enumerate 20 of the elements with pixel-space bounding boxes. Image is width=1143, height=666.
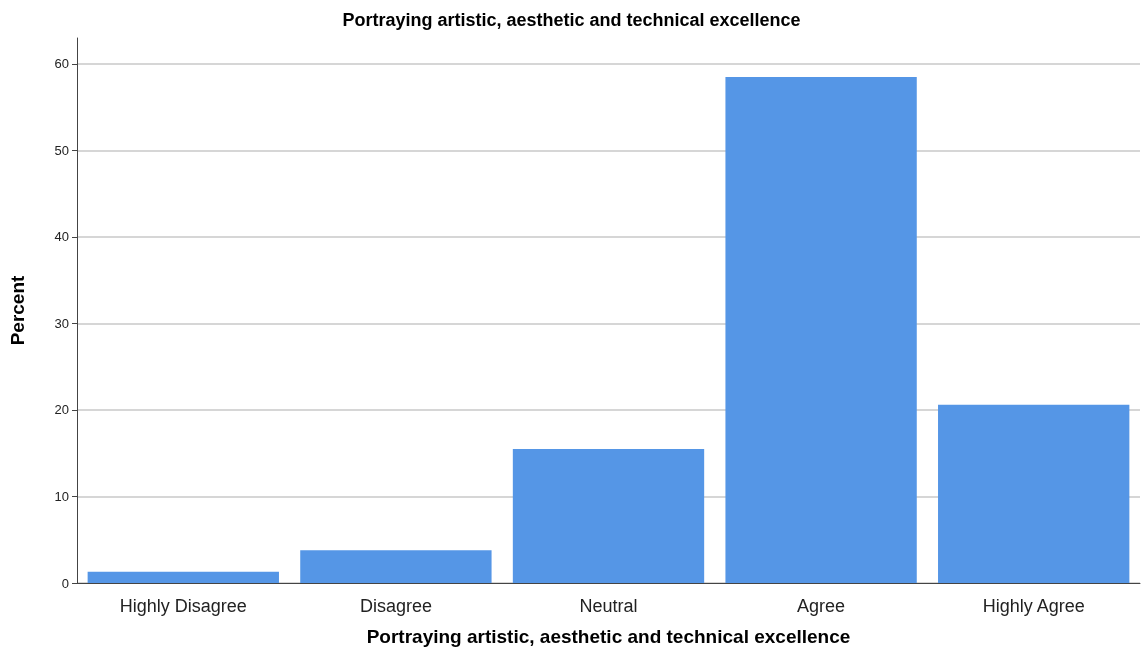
bar	[300, 550, 492, 583]
bar	[725, 76, 917, 583]
bar	[512, 448, 705, 583]
bar	[938, 404, 1130, 583]
y-tick-label: 60	[54, 56, 69, 72]
x-tick-label: Highly Agree	[982, 596, 1085, 616]
y-tick-label: 50	[54, 142, 69, 158]
y-tick-label: 10	[54, 488, 69, 504]
y-axis-title: Percent	[7, 274, 28, 346]
x-axis-title: Portraying artistic, aesthetic and technical excellence	[366, 626, 851, 647]
y-tick-label: 40	[54, 229, 69, 245]
chart-title: Portraying artistic, aesthetic and technical excellence	[342, 10, 801, 30]
x-tick-label: Neutral	[579, 596, 638, 616]
x-tick-label: Highly Disagree	[119, 596, 247, 616]
y-tick-label: 20	[54, 402, 69, 418]
x-tick-label: Disagree	[359, 596, 432, 616]
bar	[87, 571, 279, 583]
y-tick-label: 0	[61, 575, 69, 591]
y-tick-label: 30	[54, 315, 69, 331]
x-tick-label: Agree	[797, 596, 846, 616]
